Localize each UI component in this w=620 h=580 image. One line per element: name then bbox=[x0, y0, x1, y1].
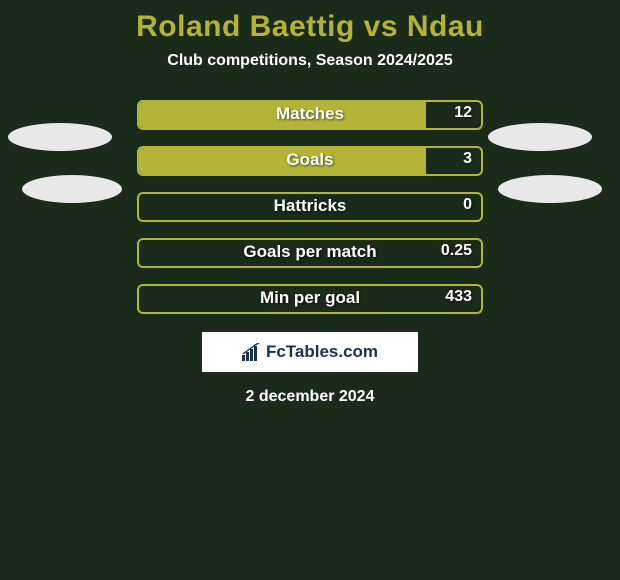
stat-row: Min per goal 433 bbox=[0, 284, 620, 318]
stat-row: Matches 12 bbox=[0, 100, 620, 134]
stat-value: 0 bbox=[463, 196, 472, 214]
snapshot-date: 2 december 2024 bbox=[0, 388, 620, 406]
stat-label: Hattricks bbox=[274, 196, 347, 216]
stat-value: 12 bbox=[454, 104, 472, 122]
stat-row: Hattricks 0 bbox=[0, 192, 620, 226]
branding-text: FcTables.com bbox=[266, 342, 378, 362]
stat-label: Goals bbox=[286, 150, 333, 170]
stat-row: Goals per match 0.25 bbox=[0, 238, 620, 272]
stat-value: 433 bbox=[445, 288, 472, 306]
stat-label: Min per goal bbox=[260, 288, 360, 308]
fctables-logo-icon bbox=[242, 343, 262, 361]
branding-badge: FcTables.com bbox=[202, 332, 418, 372]
stat-bar-fill bbox=[139, 148, 426, 174]
stat-value: 3 bbox=[463, 150, 472, 168]
stat-label: Goals per match bbox=[243, 242, 376, 262]
comparison-subtitle: Club competitions, Season 2024/2025 bbox=[0, 52, 620, 70]
comparison-title: Roland Baettig vs Ndau bbox=[0, 0, 620, 44]
stat-value: 0.25 bbox=[441, 242, 472, 260]
stats-chart: Matches 12 Goals 3 Hattricks 0 Goals per… bbox=[0, 100, 620, 318]
stat-row: Goals 3 bbox=[0, 146, 620, 180]
stat-label: Matches bbox=[276, 104, 344, 124]
